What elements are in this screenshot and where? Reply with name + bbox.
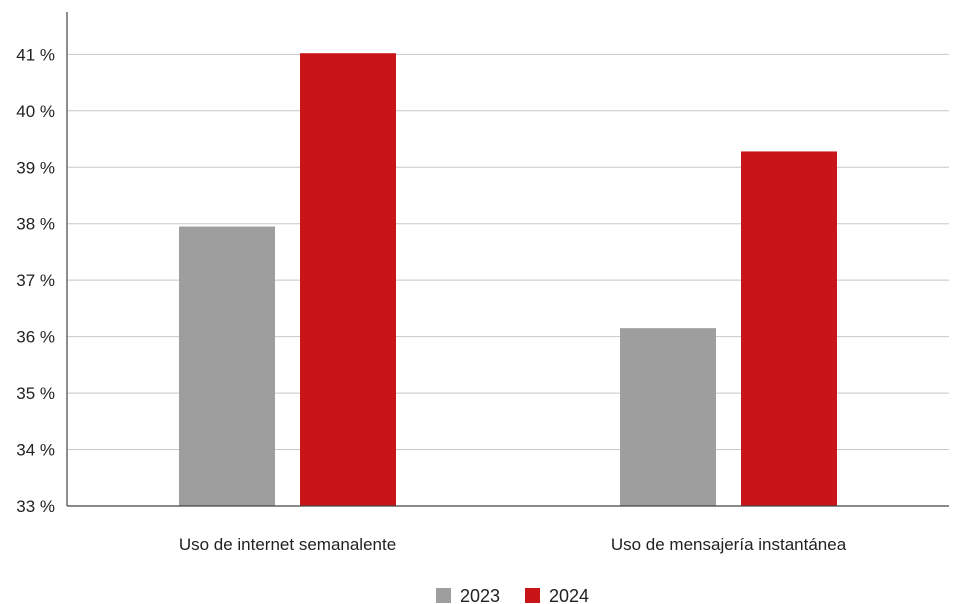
legend-swatch-2023 xyxy=(436,588,451,603)
y-tick-label: 38 % xyxy=(16,215,55,234)
y-tick-label: 35 % xyxy=(16,384,55,403)
y-tick-label: 34 % xyxy=(16,441,55,460)
y-tick-label: 39 % xyxy=(16,158,55,177)
bar-2023 xyxy=(179,226,275,506)
legend: 2023 2024 xyxy=(436,586,589,604)
bars xyxy=(179,53,837,506)
y-axis-ticks: 33 % 34 % 35 % 36 % 37 % 38 % 39 % 40 % 41 % xyxy=(16,45,55,516)
legend-label-2023: 2023 xyxy=(460,586,500,604)
y-tick-label: 37 % xyxy=(16,271,55,290)
y-tick-label: 41 % xyxy=(16,45,55,64)
y-tick-label: 33 % xyxy=(16,497,55,516)
x-category-label: Uso de mensajería instantánea xyxy=(611,535,847,554)
bar-2024 xyxy=(300,53,396,506)
bar-2024 xyxy=(741,151,837,506)
y-tick-label: 36 % xyxy=(16,328,55,347)
y-tick-label: 40 % xyxy=(16,102,55,121)
x-axis-labels: Uso de internet semanalente Uso de mensaj… xyxy=(179,535,847,554)
bar-2023 xyxy=(620,328,716,506)
legend-label-2024: 2024 xyxy=(549,586,589,604)
x-category-label: Uso de internet semanalente xyxy=(179,535,396,554)
legend-swatch-2024 xyxy=(525,588,540,603)
